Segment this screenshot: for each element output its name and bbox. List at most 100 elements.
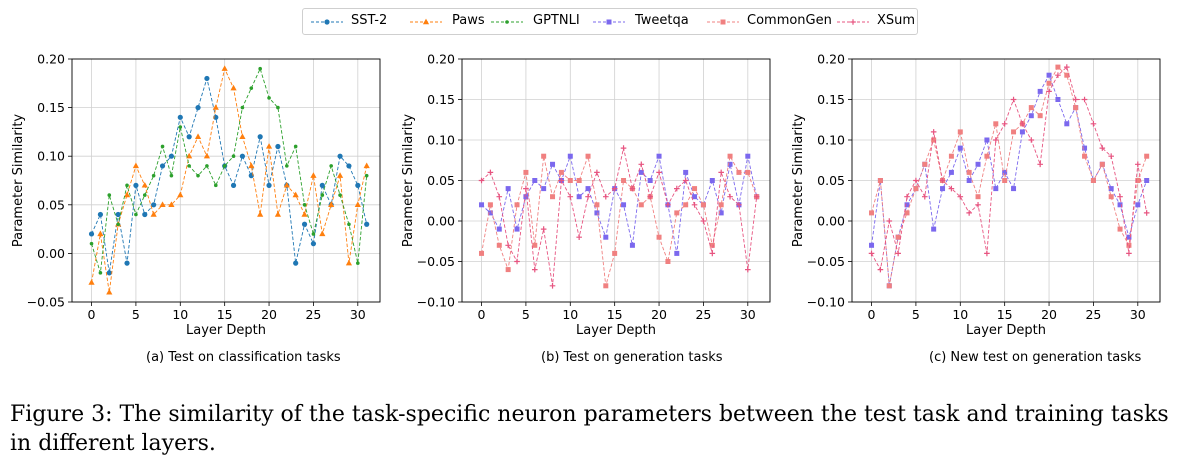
y-tick-label: 0.00 bbox=[427, 214, 455, 229]
data-point bbox=[240, 105, 245, 110]
data-point bbox=[957, 129, 963, 135]
data-point bbox=[194, 133, 202, 139]
data-point bbox=[532, 242, 538, 248]
data-point bbox=[1046, 80, 1052, 86]
y-tick-label: 0.15 bbox=[37, 100, 65, 115]
data-point bbox=[736, 169, 742, 175]
data-point bbox=[549, 283, 556, 289]
data-point bbox=[869, 242, 875, 248]
data-point bbox=[230, 84, 237, 91]
data-point bbox=[1108, 186, 1114, 192]
data-point bbox=[514, 202, 520, 208]
data-point bbox=[594, 169, 600, 176]
data-point bbox=[1090, 121, 1097, 127]
data-point bbox=[178, 125, 183, 129]
data-point bbox=[310, 241, 317, 247]
data-point bbox=[612, 250, 618, 256]
data-point bbox=[727, 161, 733, 167]
data-point bbox=[638, 169, 644, 175]
data-point bbox=[346, 163, 352, 169]
data-point bbox=[97, 211, 104, 218]
x-tick-label: 30 bbox=[1130, 307, 1146, 322]
chart-b: 0 5 10 15 20 25 30 −0.10 −0.05 0.00 0.05 0.10 0.15 0.… bbox=[401, 52, 771, 338]
data-point bbox=[1117, 226, 1123, 232]
data-point bbox=[1073, 105, 1079, 111]
data-point bbox=[745, 266, 751, 273]
data-point bbox=[301, 211, 308, 217]
data-point bbox=[124, 260, 130, 266]
data-point bbox=[276, 105, 280, 110]
data-point bbox=[948, 153, 954, 159]
data-point bbox=[621, 202, 627, 208]
data-point bbox=[992, 137, 999, 143]
data-point bbox=[487, 202, 493, 208]
data-point bbox=[1126, 234, 1132, 240]
data-point bbox=[523, 169, 529, 175]
data-point bbox=[621, 178, 627, 183]
x-tick-label: 30 bbox=[740, 307, 756, 322]
data-point bbox=[496, 242, 502, 248]
data-point bbox=[541, 153, 547, 159]
data-point bbox=[505, 267, 511, 273]
data-point bbox=[629, 185, 636, 192]
legend-label: SST-2 bbox=[351, 13, 388, 28]
data-point bbox=[753, 193, 760, 200]
plot-frame bbox=[851, 58, 1161, 303]
legend-label: GPTNLI bbox=[533, 13, 580, 28]
legend-marker bbox=[422, 18, 430, 25]
data-point bbox=[576, 194, 582, 200]
y-tick-label: 0.10 bbox=[817, 133, 845, 148]
data-point bbox=[265, 143, 273, 149]
series-paws bbox=[88, 65, 370, 295]
y-tick-label: −0.10 bbox=[417, 295, 455, 310]
data-point bbox=[895, 250, 901, 257]
data-point bbox=[478, 177, 485, 184]
data-point bbox=[709, 242, 715, 248]
data-point bbox=[364, 173, 369, 178]
series-line bbox=[91, 76, 368, 273]
data-point bbox=[115, 211, 121, 218]
legend-swatch bbox=[410, 18, 442, 25]
data-point bbox=[683, 202, 689, 208]
data-point bbox=[682, 177, 689, 184]
data-point bbox=[665, 202, 671, 208]
data-point bbox=[948, 169, 954, 175]
data-point bbox=[638, 202, 644, 208]
data-point bbox=[267, 96, 271, 100]
data-point bbox=[647, 178, 653, 183]
data-point bbox=[151, 173, 156, 178]
data-point bbox=[505, 186, 511, 192]
data-point bbox=[1072, 96, 1079, 103]
data-point bbox=[196, 173, 200, 178]
data-point bbox=[258, 66, 262, 71]
data-point bbox=[231, 154, 236, 158]
y-axis-label: Parameter Similarity bbox=[401, 114, 416, 248]
y-tick-label: 0.15 bbox=[817, 92, 845, 107]
x-tick-label: 0 bbox=[868, 307, 876, 322]
x-tick-label: 20 bbox=[261, 307, 277, 322]
x-tick-label: 15 bbox=[607, 307, 623, 322]
data-point bbox=[132, 162, 140, 169]
data-point bbox=[567, 153, 573, 159]
data-point bbox=[1046, 88, 1052, 95]
data-point bbox=[487, 169, 494, 176]
data-point bbox=[177, 114, 183, 120]
data-point bbox=[302, 203, 307, 207]
data-point bbox=[88, 231, 95, 237]
y-axis-label: Parameter Similarity bbox=[791, 114, 806, 248]
x-tick-label: 15 bbox=[997, 307, 1013, 322]
data-point bbox=[221, 65, 228, 71]
data-point bbox=[877, 266, 884, 273]
data-point bbox=[975, 202, 981, 208]
data-point bbox=[142, 193, 147, 197]
data-point bbox=[966, 210, 972, 216]
x-tick-label: 25 bbox=[695, 307, 711, 322]
x-tick-label: 5 bbox=[132, 307, 140, 322]
legend-marker bbox=[505, 20, 509, 24]
data-point bbox=[629, 242, 635, 248]
legend-swatch bbox=[707, 19, 739, 25]
data-point bbox=[204, 75, 210, 82]
data-point bbox=[1082, 145, 1088, 151]
data-point bbox=[1046, 72, 1052, 78]
data-point bbox=[700, 218, 707, 224]
